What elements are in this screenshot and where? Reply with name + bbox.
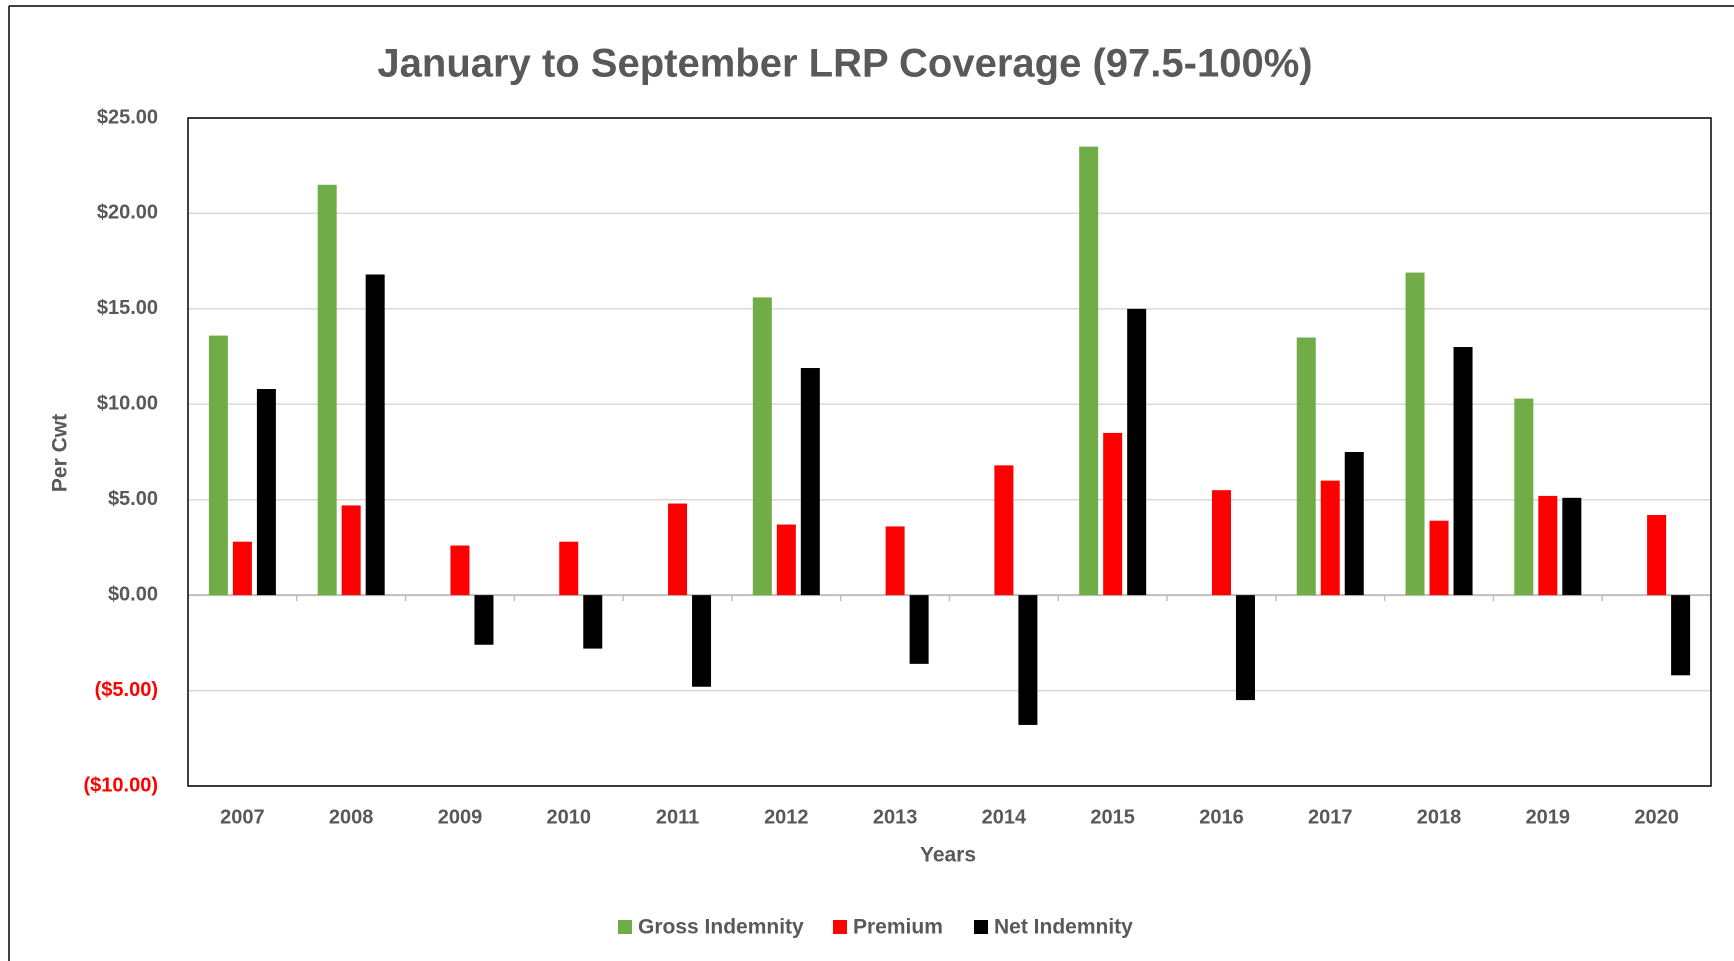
x-tick-label: 2017 xyxy=(1308,806,1353,828)
bar xyxy=(1344,452,1364,596)
y-tick-label: ($5.00) xyxy=(95,679,158,701)
y-tick-label: $0.00 xyxy=(108,583,158,605)
bar xyxy=(1211,490,1231,596)
legend-swatch xyxy=(833,920,847,934)
bar xyxy=(1429,520,1449,596)
bar xyxy=(365,274,385,596)
bar xyxy=(668,503,688,596)
bar xyxy=(1079,146,1099,596)
bar xyxy=(752,297,772,596)
legend-swatch xyxy=(618,920,632,934)
bar xyxy=(1562,497,1582,596)
chart-title: January to September LRP Coverage (97.5-… xyxy=(377,42,1312,86)
x-tick-label: 2013 xyxy=(873,806,918,828)
bar xyxy=(776,524,796,596)
bar xyxy=(208,335,228,596)
x-tick-label: 2012 xyxy=(764,806,809,828)
legend-swatch xyxy=(974,920,988,934)
bar xyxy=(909,595,929,664)
bar xyxy=(559,541,579,596)
x-tick-label: 2014 xyxy=(982,806,1027,828)
y-tick-label: $10.00 xyxy=(97,393,158,415)
bar xyxy=(232,541,252,596)
x-tick-label: 2008 xyxy=(329,806,374,828)
x-tick-label: 2007 xyxy=(220,806,265,828)
bar xyxy=(1018,595,1038,725)
bar xyxy=(800,368,820,596)
bar xyxy=(885,526,905,596)
bar xyxy=(1320,480,1340,596)
x-tick-label: 2011 xyxy=(656,806,699,828)
bar xyxy=(341,505,361,596)
y-tick-label: $20.00 xyxy=(97,202,158,224)
x-tick-label: 2018 xyxy=(1417,806,1462,828)
bar xyxy=(692,595,712,687)
plot-border xyxy=(187,117,1712,787)
y-axis-title: Per Cwt xyxy=(49,414,72,492)
bar xyxy=(1647,514,1667,596)
bar xyxy=(1671,595,1691,676)
y-tick-label: $15.00 xyxy=(97,297,158,319)
x-tick-label: 2019 xyxy=(1526,806,1571,828)
bar xyxy=(1538,495,1558,596)
bar xyxy=(1103,432,1123,596)
x-tick-label: 2009 xyxy=(438,806,483,828)
bar xyxy=(1127,308,1147,596)
bar xyxy=(994,465,1014,596)
y-tick-label: $5.00 xyxy=(108,488,158,510)
bar xyxy=(1453,347,1473,596)
bar xyxy=(450,545,470,596)
legend-label: Premium xyxy=(853,916,943,939)
bar xyxy=(474,595,494,645)
bar xyxy=(1296,337,1316,596)
bar xyxy=(256,389,276,596)
y-tick-label: ($10.00) xyxy=(84,774,159,796)
x-tick-label: 2010 xyxy=(547,806,592,828)
legend-label: Net Indemnity xyxy=(994,916,1133,939)
bar xyxy=(317,184,337,596)
y-tick-label: $25.00 xyxy=(97,106,158,128)
x-tick-label: 2016 xyxy=(1199,806,1244,828)
x-tick-label: 2015 xyxy=(1090,806,1135,828)
legend-label: Gross Indemnity xyxy=(638,916,804,939)
bar xyxy=(1405,272,1425,596)
bar xyxy=(583,595,603,649)
x-tick-label: 2020 xyxy=(1634,806,1679,828)
bar xyxy=(1235,595,1255,701)
bar xyxy=(1514,398,1534,596)
x-axis-title: Years xyxy=(920,844,976,867)
